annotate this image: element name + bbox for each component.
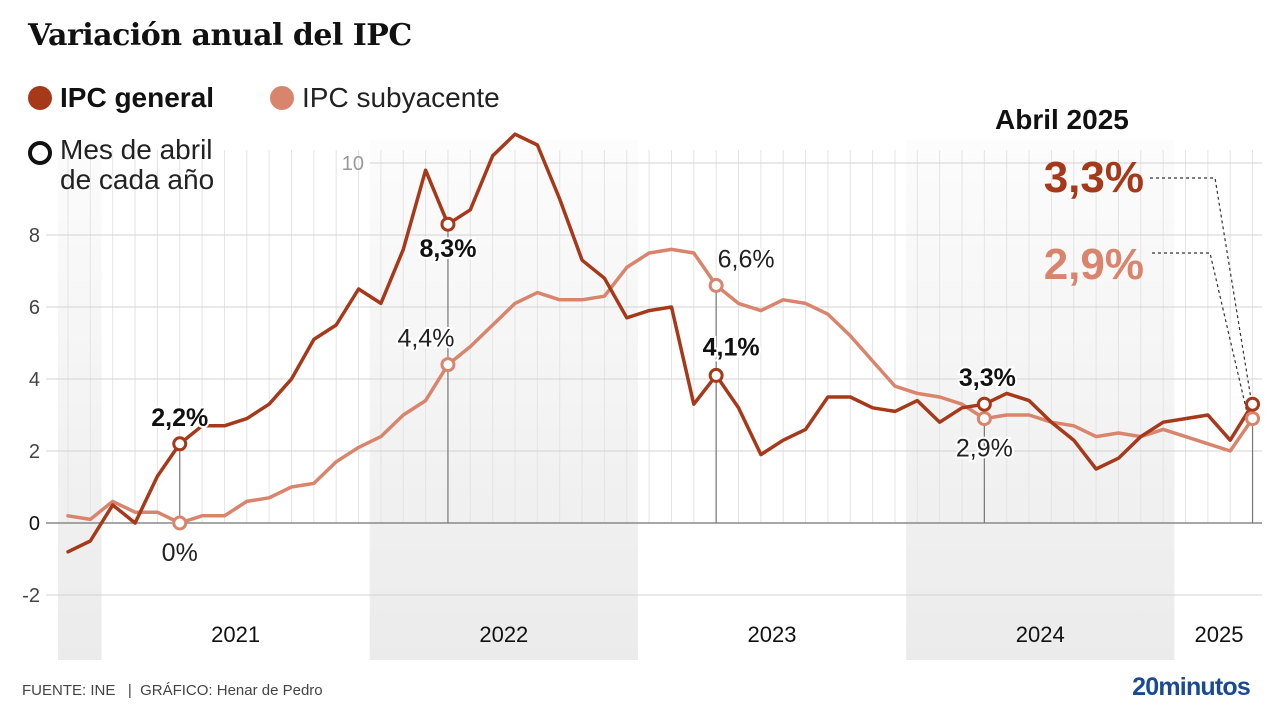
connector-general — [1150, 177, 1252, 397]
legend-swatch-subyacente — [270, 86, 294, 110]
y-tick-label: 2 — [29, 441, 40, 463]
data-label-subyacente: 2,9% — [956, 435, 1013, 463]
x-tick-label: 2024 — [1016, 622, 1065, 647]
april-marker-subyacente — [440, 357, 456, 373]
brand-logo: 20minutos — [1132, 673, 1251, 701]
x-tick-label: 2025 — [1195, 622, 1244, 647]
y-tick-label: 10 — [342, 153, 364, 175]
x-tick-label: 2022 — [479, 622, 528, 647]
x-tick-label: 2023 — [748, 622, 797, 647]
year-band-start — [58, 140, 102, 660]
legend-item-april: Mes de abril de cada año — [28, 135, 214, 195]
legend-label-april: Mes de abril de cada año — [60, 135, 214, 195]
legend-label-subyacente: IPC subyacente — [302, 82, 500, 113]
legend-label-general: IPC general — [60, 82, 215, 113]
source-credit: FUENTE: INE | GRÁFICO: Henar de Pedro — [22, 682, 323, 699]
april-marker-subyacente — [1245, 411, 1261, 427]
connector-subyacente — [1152, 252, 1248, 411]
data-label-general: 4,1% — [703, 333, 760, 361]
april-marker-general — [172, 436, 188, 452]
april-marker-general — [440, 216, 456, 232]
data-label-subyacente: 4,4% — [397, 325, 454, 353]
data-label-general: 8,3% — [419, 235, 476, 263]
legend-item-subyacente: IPC subyacente — [270, 82, 500, 114]
y-tick-label: 4 — [29, 369, 40, 391]
latest-general-value: 3,3% — [1043, 153, 1144, 202]
april-marker-subyacente — [976, 411, 992, 427]
legend-april-line2: de cada año — [60, 164, 215, 195]
x-tick-label: 2021 — [211, 622, 260, 647]
ring-marker-icon — [28, 141, 52, 165]
legend-swatch-general — [28, 86, 52, 110]
data-label-subyacente: 0% — [162, 539, 198, 567]
y-tick-label: 0 — [29, 513, 40, 535]
legend-april-line1: Mes de abril — [60, 134, 213, 165]
y-tick-label: 8 — [29, 225, 40, 247]
april-marker-general — [1245, 396, 1261, 412]
legend-item-general: IPC general — [28, 82, 214, 114]
series-line-general — [66, 132, 1255, 554]
y-tick-label: -2 — [22, 585, 40, 607]
chart-title: Variación anual del IPC — [28, 18, 412, 53]
data-label-subyacente: 6,6% — [718, 245, 775, 273]
year-band-2022 — [369, 140, 638, 660]
april-marker-subyacente — [172, 515, 188, 531]
side-panel-title: Abril 2025 — [995, 104, 1129, 135]
april-marker-general — [976, 396, 992, 412]
data-label-general: 2,2% — [151, 404, 208, 432]
data-label-general: 3,3% — [959, 364, 1016, 392]
y-tick-label: 6 — [29, 297, 40, 319]
series-line-subyacente — [66, 247, 1255, 525]
april-marker-subyacente — [708, 277, 724, 293]
latest-subyacente-value: 2,9% — [1043, 240, 1144, 289]
april-marker-general — [708, 367, 724, 383]
